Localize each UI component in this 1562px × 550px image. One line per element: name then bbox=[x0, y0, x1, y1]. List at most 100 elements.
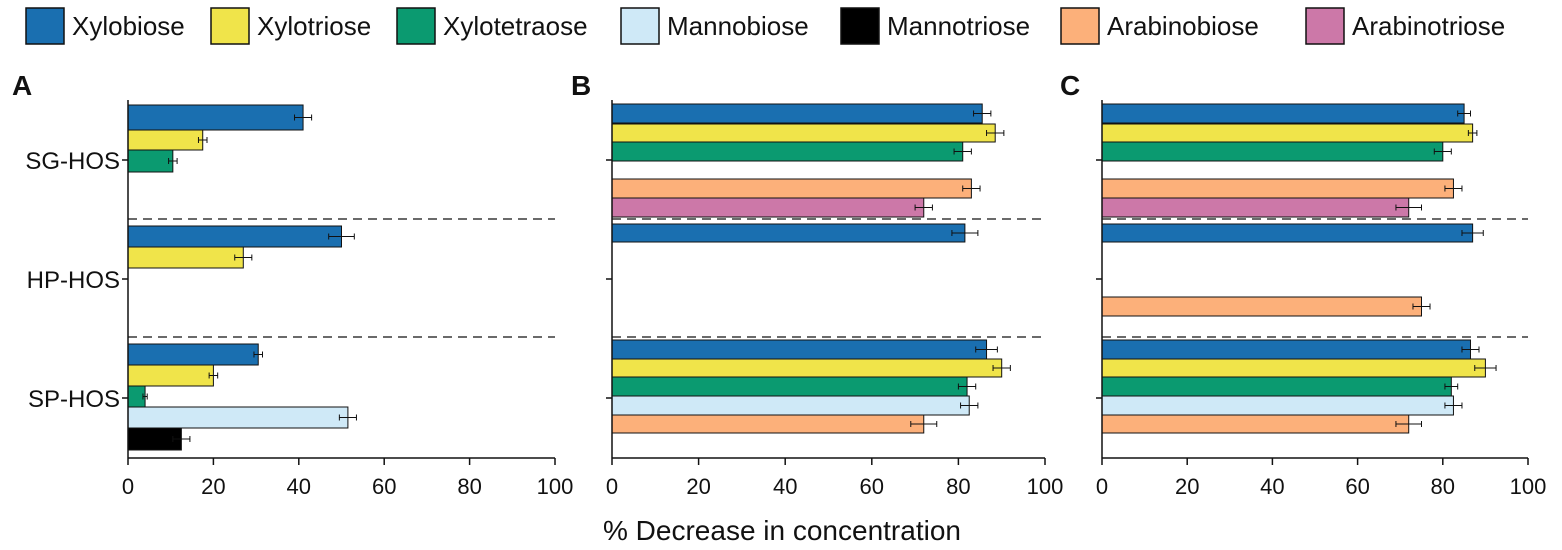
error-bar bbox=[957, 383, 977, 390]
legend-label: Xylotriose bbox=[257, 11, 371, 41]
bar-arabinobiose bbox=[1101, 414, 1410, 434]
error-bar bbox=[962, 185, 981, 192]
error-bar bbox=[1444, 383, 1459, 390]
legend-label: Mannotriose bbox=[887, 11, 1030, 41]
legend-item-mannobiose: Mannobiose bbox=[620, 7, 809, 45]
bar-xylobiose bbox=[127, 104, 304, 131]
error-bar bbox=[142, 393, 148, 400]
error-bar bbox=[1457, 110, 1471, 117]
bar-xylotriose bbox=[611, 123, 996, 143]
legend-swatch bbox=[1305, 7, 1345, 45]
error-bar bbox=[1461, 346, 1480, 353]
bar-group-sp-hos bbox=[127, 343, 357, 451]
panel-letter: B bbox=[571, 70, 591, 101]
panel-c: C 0 20 40 60 80 100 bbox=[1060, 70, 1546, 499]
bar-xylobiose bbox=[611, 103, 983, 124]
x-tick-label: 20 bbox=[1175, 474, 1199, 499]
legend-item-xylotriose: Xylotriose bbox=[210, 7, 371, 45]
x-tick-label: 60 bbox=[860, 474, 884, 499]
x-tick-label: 100 bbox=[1027, 474, 1064, 499]
bar-group-hp-hos bbox=[1101, 223, 1484, 317]
x-tick-label: 100 bbox=[537, 474, 574, 499]
bar-arabinobiose bbox=[1101, 178, 1454, 199]
error-bar bbox=[197, 137, 208, 143]
chart-panels: A SG-HOS HP-HOS SP-HOS 0 20 40 60 80 100 B 0 20 40 60 8… bbox=[12, 70, 1546, 499]
legend-swatch bbox=[210, 7, 250, 45]
bar-xylotriose bbox=[1101, 358, 1486, 378]
error-bar bbox=[172, 436, 191, 442]
x-axis-title: % Decrease in concentration bbox=[603, 515, 961, 546]
legend-label: Xylobiose bbox=[72, 11, 185, 41]
panel-letter: C bbox=[1060, 70, 1080, 101]
x-tick-label: 100 bbox=[1510, 474, 1547, 499]
bar-mannobiose bbox=[1101, 395, 1454, 416]
bar-group-sg-hos bbox=[611, 103, 1005, 218]
bar-xylobiose bbox=[611, 339, 988, 360]
bar-arabinotriose bbox=[611, 197, 925, 218]
bar-xylobiose bbox=[1101, 223, 1474, 243]
error-bar bbox=[1412, 303, 1431, 310]
legend-swatch bbox=[620, 7, 660, 45]
bar-group-hp-hos bbox=[127, 225, 355, 269]
error-bar bbox=[1474, 365, 1497, 371]
legend-item-xylobiose: Xylobiose bbox=[25, 7, 185, 45]
x-tick-label: 80 bbox=[1431, 474, 1455, 499]
error-bar bbox=[960, 402, 979, 409]
bar-arabinobiose bbox=[1101, 296, 1422, 317]
x-tick-label: 40 bbox=[773, 474, 797, 499]
error-bar bbox=[986, 130, 1005, 136]
error-bar bbox=[168, 158, 178, 164]
legend-item-arabinotriose: Arabinotriose bbox=[1305, 7, 1505, 45]
bar-group-sg-hos bbox=[127, 104, 313, 173]
bar-xylotetraose bbox=[611, 376, 968, 397]
bar-xylotriose bbox=[127, 129, 204, 151]
bar-group-sg-hos bbox=[1101, 103, 1478, 218]
error-bar bbox=[1444, 402, 1463, 409]
bar-xylobiose bbox=[1101, 339, 1471, 360]
x-tick-label: 20 bbox=[201, 474, 225, 499]
bar-mannobiose bbox=[127, 406, 349, 429]
legend-swatch bbox=[1060, 7, 1100, 45]
x-tick-label: 0 bbox=[1096, 474, 1108, 499]
error-bar bbox=[338, 414, 357, 421]
legend-label: Mannobiose bbox=[667, 11, 809, 41]
error-bar bbox=[234, 254, 253, 261]
error-bar bbox=[973, 110, 992, 117]
error-bar bbox=[1461, 230, 1484, 236]
bar-xylotriose bbox=[127, 246, 244, 269]
legend-swatch bbox=[25, 7, 65, 45]
error-bar bbox=[1395, 204, 1422, 211]
bar-xylotriose bbox=[127, 364, 214, 387]
bar-group-sp-hos bbox=[1101, 339, 1497, 434]
error-bar bbox=[328, 233, 355, 240]
bar-group-sp-hos bbox=[611, 339, 1011, 434]
error-bar bbox=[951, 230, 979, 236]
x-tick-label: 0 bbox=[122, 474, 134, 499]
bar-xylotriose bbox=[1101, 123, 1474, 143]
legend-item-mannotriose: Mannotriose bbox=[840, 7, 1030, 45]
error-bar bbox=[208, 372, 219, 379]
x-tick-label: 60 bbox=[372, 474, 396, 499]
bar-xylotriose bbox=[611, 358, 1003, 378]
x-tick-label: 40 bbox=[287, 474, 311, 499]
category-label: SG-HOS bbox=[25, 148, 120, 175]
error-bar bbox=[1395, 421, 1422, 427]
bar-xylobiose bbox=[127, 343, 259, 366]
bar-arabinobiose bbox=[611, 178, 972, 199]
x-tick-label: 60 bbox=[1345, 474, 1369, 499]
bar-xylotetraose bbox=[1101, 376, 1452, 397]
legend-item-arabinobiose: Arabinobiose bbox=[1060, 7, 1259, 45]
error-bar bbox=[1433, 148, 1452, 155]
legend: Xylobiose Xylotriose Xylotetraose Mannobios… bbox=[25, 7, 1505, 45]
error-bar bbox=[294, 114, 313, 121]
bar-mannobiose bbox=[611, 395, 970, 416]
error-bar bbox=[910, 421, 938, 427]
bar-xylotetraose bbox=[611, 141, 964, 162]
legend-item-xylotetraose: Xylotetraose bbox=[396, 7, 588, 45]
legend-label: Arabinotriose bbox=[1352, 11, 1505, 41]
x-tick-label: 0 bbox=[606, 474, 618, 499]
panel-b: B 0 20 40 60 80 100 bbox=[571, 70, 1063, 499]
bar-arabinotriose bbox=[1101, 197, 1410, 218]
panel-a: A SG-HOS HP-HOS SP-HOS 0 20 40 60 80 100 bbox=[12, 70, 573, 499]
